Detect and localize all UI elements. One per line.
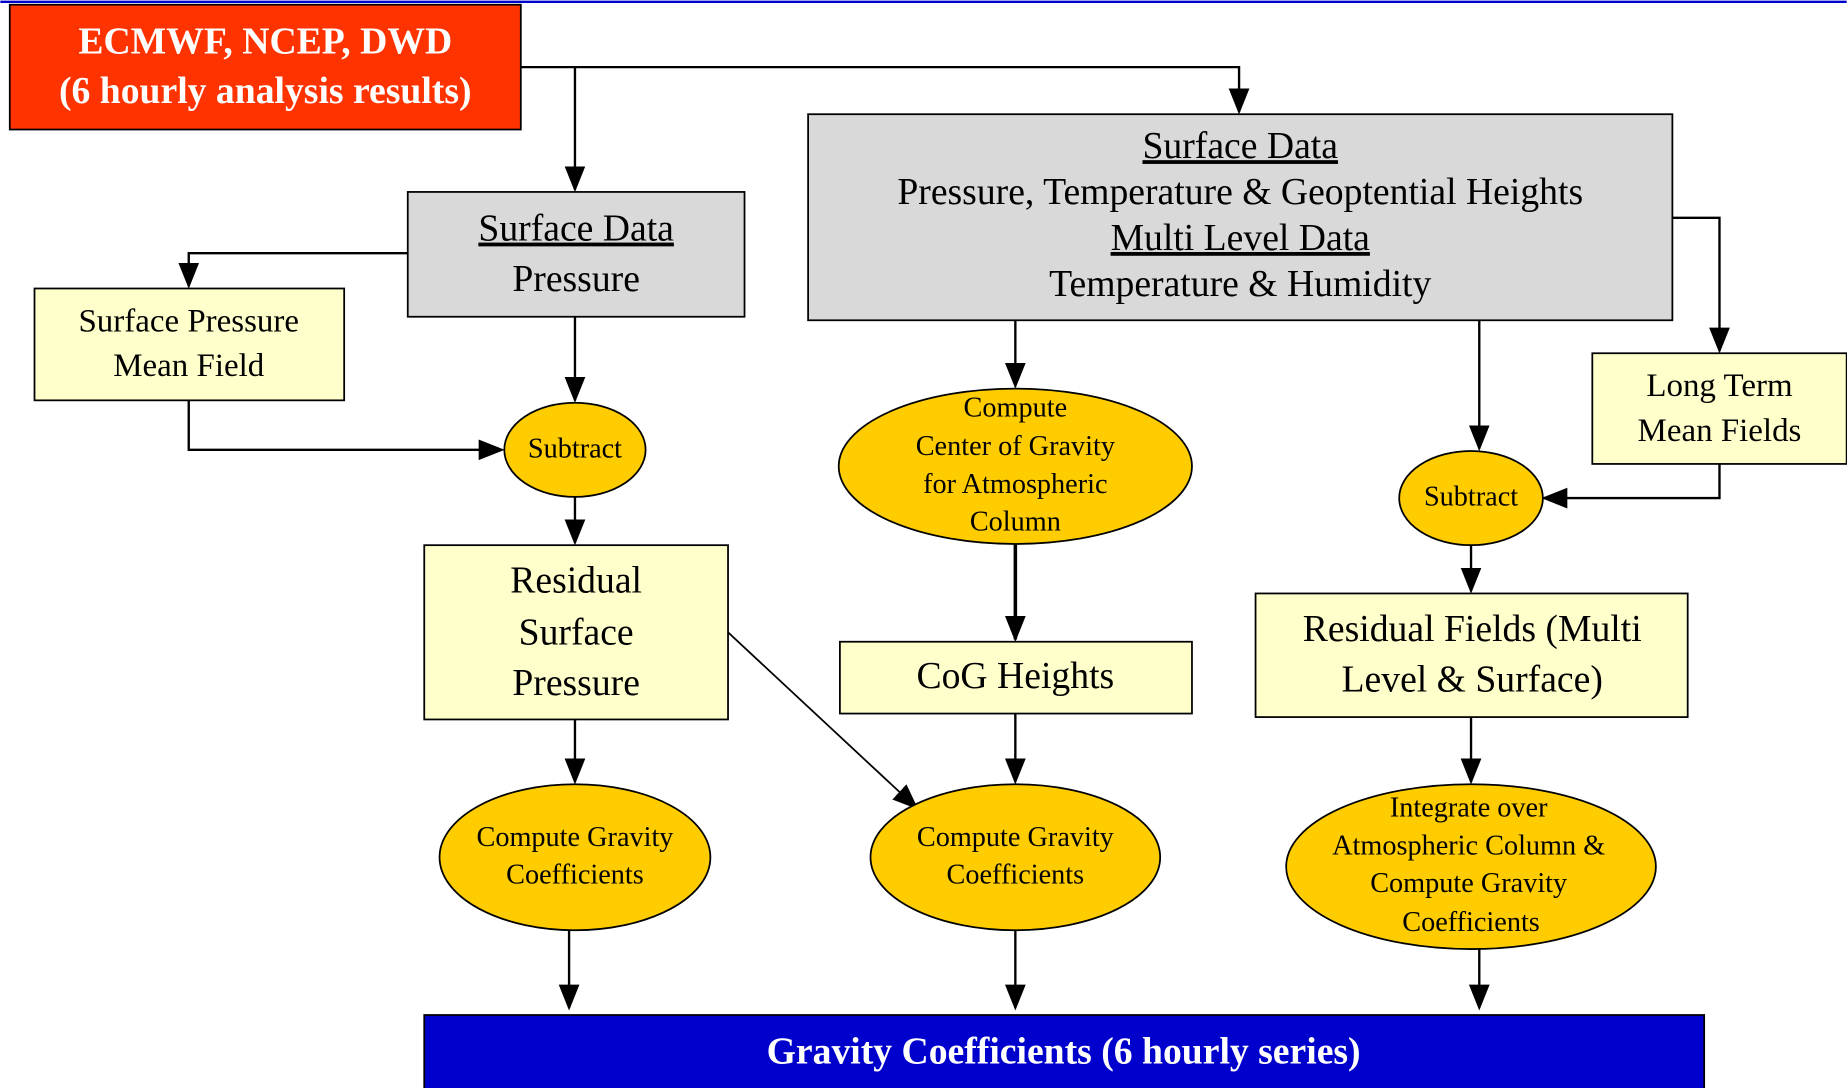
label: Surface — [519, 611, 634, 653]
cog-heights-box: CoG Heights — [839, 640, 1193, 715]
subtract-ellipse: Subtract — [503, 401, 647, 498]
label: Integrate over — [1390, 793, 1548, 824]
label: Compute Gravity — [476, 822, 674, 853]
label: Column — [970, 506, 1061, 537]
label: Subtract — [1424, 482, 1518, 513]
label: Mean Fields — [1638, 413, 1802, 449]
label: Pressure — [512, 662, 640, 704]
output-box: Gravity Coefficients (6 hourly series) — [423, 1014, 1706, 1088]
connectors — [178, 65, 1730, 1011]
label: Subtract — [528, 433, 622, 464]
sp-mean-box: Surface Pressure Mean Field — [33, 287, 346, 402]
label: Center of Gravity — [916, 431, 1116, 462]
gravity-ellipse: Compute Gravity Coefficients — [438, 783, 712, 932]
label: Residual — [510, 560, 642, 602]
residual-fields-box: Residual Fields (Multi Level & Surface) — [1254, 592, 1689, 718]
source-box: ECMWF, NCEP, DWD (6 hourly analysis resu… — [8, 3, 522, 131]
output-title: Gravity Coefficients (6 hourly series) — [767, 1031, 1361, 1073]
label: Long Term — [1646, 368, 1793, 404]
label: Pressure, Temperature & Geoptential Heig… — [897, 171, 1583, 213]
label: Coefficients — [1402, 907, 1540, 938]
label: Compute Gravity — [917, 822, 1115, 853]
label: Compute Gravity — [1370, 868, 1568, 899]
gravity-ellipse: Compute Gravity Coefficients — [869, 783, 1162, 932]
label: Temperature & Humidity — [1049, 263, 1431, 305]
label: Pressure — [512, 258, 640, 300]
label: Surface Data — [478, 208, 674, 250]
label: Surface Pressure — [78, 303, 299, 339]
surface-pressure-box: Surface Data Pressure — [406, 191, 746, 318]
label: Mean Field — [113, 348, 265, 384]
label: for Atmospheric — [923, 469, 1107, 500]
label: CoG Heights — [916, 655, 1114, 697]
ltm-box: Long Term Mean Fields — [1591, 352, 1847, 465]
label: Surface Data — [1142, 125, 1338, 167]
subtract-ellipse: Subtract — [1398, 450, 1544, 547]
residual-sp-box: Residual Surface Pressure — [423, 544, 729, 721]
label: Residual Fields (Multi — [1303, 608, 1642, 650]
label: Level & Surface) — [1342, 659, 1603, 701]
source-title: (6 hourly analysis results) — [59, 70, 472, 112]
label: Compute — [964, 392, 1068, 423]
source-title: ECMWF, NCEP, DWD — [78, 20, 452, 62]
label: Coefficients — [947, 860, 1085, 891]
label: Atmospheric Column & — [1332, 830, 1605, 861]
integrate-ellipse: Integrate over Atmospheric Column & Comp… — [1285, 783, 1657, 950]
surface-multi-box: Surface Data Pressure, Temperature & Geo… — [807, 113, 1674, 322]
cog-ellipse: Compute Center of Gravity for Atmospheri… — [837, 387, 1193, 545]
label: Multi Level Data — [1111, 217, 1371, 259]
label: Coefficients — [506, 860, 644, 891]
